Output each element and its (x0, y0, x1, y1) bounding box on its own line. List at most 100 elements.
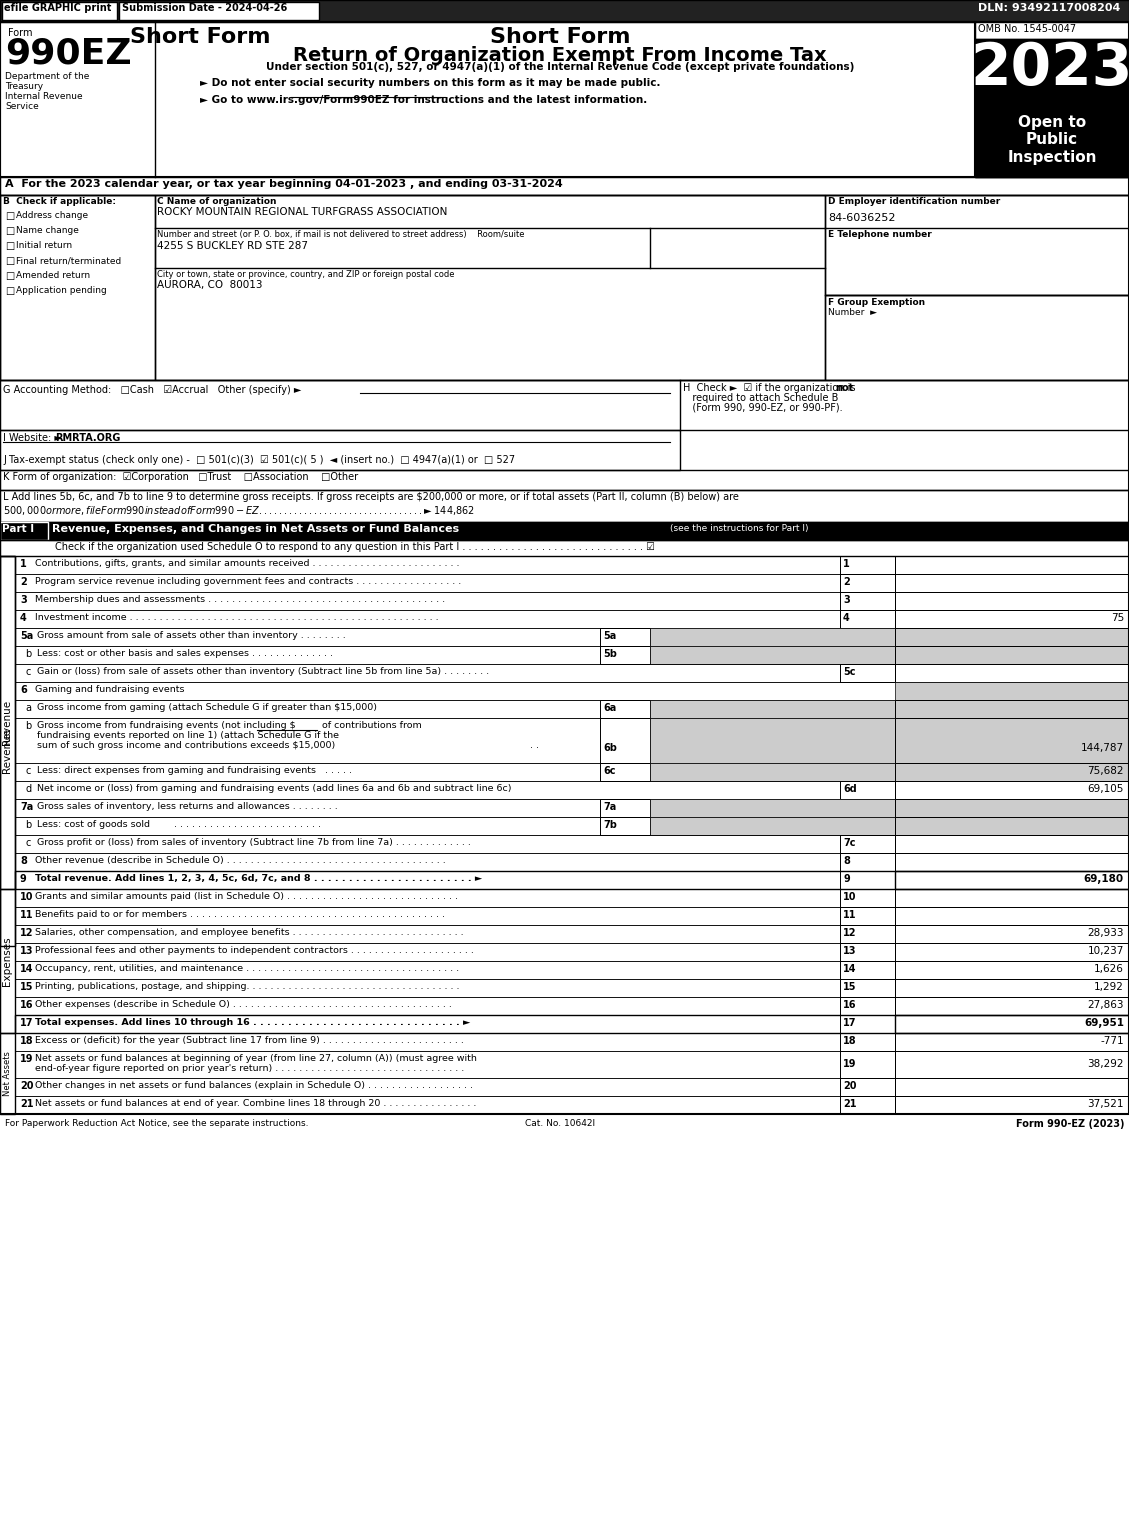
Text: Form 990-EZ (2023): Form 990-EZ (2023) (1015, 1119, 1124, 1128)
Text: 15: 15 (843, 982, 857, 991)
Bar (840, 852, 895, 871)
Text: Less: cost or other basis and sales expenses . . . . . . . . . . . . . .: Less: cost or other basis and sales expe… (37, 650, 333, 657)
Bar (895, 979, 1129, 997)
Bar (15, 781, 1129, 799)
Bar (2, 2, 117, 20)
Text: AURORA, CO  80013: AURORA, CO 80013 (157, 281, 263, 290)
Text: Department of the: Department of the (5, 72, 89, 81)
Bar (15, 557, 1129, 573)
Text: Excess or (deficit) for the year (Subtract line 17 from line 9) . . . . . . . . : Excess or (deficit) for the year (Subtra… (35, 1035, 464, 1045)
Bar (15, 663, 1129, 682)
Text: 13: 13 (843, 946, 857, 956)
Text: 6b: 6b (603, 743, 616, 753)
Bar (15, 1032, 1129, 1051)
Text: Gross profit or (loss) from sales of inventory (Subtract line 7b from line 7a) .: Gross profit or (loss) from sales of inv… (37, 839, 471, 846)
Text: 69,951: 69,951 (1084, 1019, 1124, 1028)
Text: City or town, state or province, country, and ZIP or foreign postal code: City or town, state or province, country… (157, 270, 455, 279)
Text: I Website: ►: I Website: ► (3, 433, 62, 442)
Text: Short Form: Short Form (130, 27, 270, 47)
Text: H  Check ►  ☑ if the organization is: H Check ► ☑ if the organization is (683, 383, 859, 393)
Text: Service: Service (5, 102, 38, 111)
Text: 37,521: 37,521 (1087, 1100, 1124, 1109)
Text: 1,292: 1,292 (1094, 982, 1124, 991)
Text: 7a: 7a (20, 802, 33, 811)
Bar (650, 700, 895, 718)
Text: 69,180: 69,180 (1084, 874, 1124, 884)
Text: 10,237: 10,237 (1087, 946, 1124, 956)
Text: Gain or (loss) from sale of assets other than inventory (Subtract line 5b from l: Gain or (loss) from sale of assets other… (37, 666, 489, 676)
Text: d: d (25, 784, 32, 795)
Text: Final return/terminated: Final return/terminated (16, 256, 121, 265)
Bar (0, 177, 1129, 195)
Text: Application pending: Application pending (16, 287, 107, 294)
Bar (895, 1016, 1129, 1032)
Text: 18: 18 (20, 1035, 34, 1046)
Bar (840, 907, 895, 926)
Text: 9: 9 (20, 874, 27, 884)
Text: not: not (835, 383, 854, 393)
Bar (650, 718, 895, 762)
Text: 75,682: 75,682 (1087, 766, 1124, 776)
Bar (825, 294, 1129, 380)
Bar (975, 21, 1129, 177)
Bar (895, 718, 1129, 762)
Text: 2: 2 (843, 576, 850, 587)
Text: 19: 19 (20, 1054, 34, 1064)
Bar (895, 1032, 1129, 1051)
Text: D Employer identification number: D Employer identification number (828, 197, 1000, 206)
Text: b: b (25, 820, 32, 830)
Text: Grants and similar amounts paid (list in Schedule O) . . . . . . . . . . . . . .: Grants and similar amounts paid (list in… (35, 892, 458, 901)
Bar (15, 1016, 1129, 1032)
Text: Check if the organization used Schedule O to respond to any question in this Par: Check if the organization used Schedule … (55, 541, 655, 552)
Text: Under section 501(c), 527, or 4947(a)(1) of the Internal Revenue Code (except pr: Under section 501(c), 527, or 4947(a)(1)… (265, 63, 855, 72)
Text: 13: 13 (20, 946, 34, 956)
Text: required to attach Schedule B: required to attach Schedule B (683, 393, 839, 403)
Text: □: □ (5, 210, 15, 221)
Bar (895, 907, 1129, 926)
Bar (840, 781, 895, 799)
Text: Net assets or fund balances at end of year. Combine lines 18 through 20 . . . . : Net assets or fund balances at end of ye… (35, 1100, 476, 1109)
Bar (0, 195, 1129, 380)
Text: 10: 10 (843, 892, 857, 901)
Bar (840, 1096, 895, 1113)
Text: 2023: 2023 (971, 40, 1129, 98)
Text: OMB No. 1545-0047: OMB No. 1545-0047 (978, 24, 1076, 34)
Text: 18: 18 (843, 1035, 857, 1046)
Text: Short Form: Short Form (490, 27, 630, 47)
Bar (0, 557, 15, 946)
Text: c: c (25, 666, 30, 677)
Text: RMRTA.ORG: RMRTA.ORG (55, 433, 121, 442)
Bar (840, 926, 895, 942)
Text: F Group Exemption: F Group Exemption (828, 297, 925, 307)
Text: 5c: 5c (843, 666, 856, 677)
Text: B  Check if applicable:: B Check if applicable: (3, 197, 116, 206)
Bar (895, 926, 1129, 942)
Text: 6c: 6c (603, 766, 615, 776)
Text: For Paperwork Reduction Act Notice, see the separate instructions.: For Paperwork Reduction Act Notice, see … (5, 1119, 308, 1128)
Text: 4255 S BUCKLEY RD STE 287: 4255 S BUCKLEY RD STE 287 (157, 241, 308, 252)
Text: 19: 19 (843, 1058, 857, 1069)
Bar (840, 979, 895, 997)
Bar (895, 799, 1129, 817)
Text: Revenue: Revenue (2, 700, 12, 746)
Bar (0, 1032, 15, 1113)
Bar (840, 557, 895, 573)
Text: 28,933: 28,933 (1087, 929, 1124, 938)
Bar (840, 942, 895, 961)
Bar (155, 195, 825, 380)
Bar (840, 610, 895, 628)
Text: 16: 16 (20, 1000, 34, 1010)
Bar (15, 573, 1129, 592)
Bar (15, 647, 1129, 663)
Text: 10: 10 (20, 892, 34, 901)
Text: 12: 12 (843, 929, 857, 938)
Text: . .: . . (530, 741, 539, 750)
Bar (895, 762, 1129, 781)
Bar (15, 889, 1129, 907)
Text: E Telephone number: E Telephone number (828, 230, 931, 239)
Bar (840, 1016, 895, 1032)
Bar (599, 718, 650, 762)
Bar (15, 961, 1129, 979)
Text: Contributions, gifts, grants, and similar amounts received . . . . . . . . . . .: Contributions, gifts, grants, and simila… (35, 560, 460, 567)
Text: Occupancy, rent, utilities, and maintenance . . . . . . . . . . . . . . . . . . : Occupancy, rent, utilities, and maintena… (35, 964, 460, 973)
